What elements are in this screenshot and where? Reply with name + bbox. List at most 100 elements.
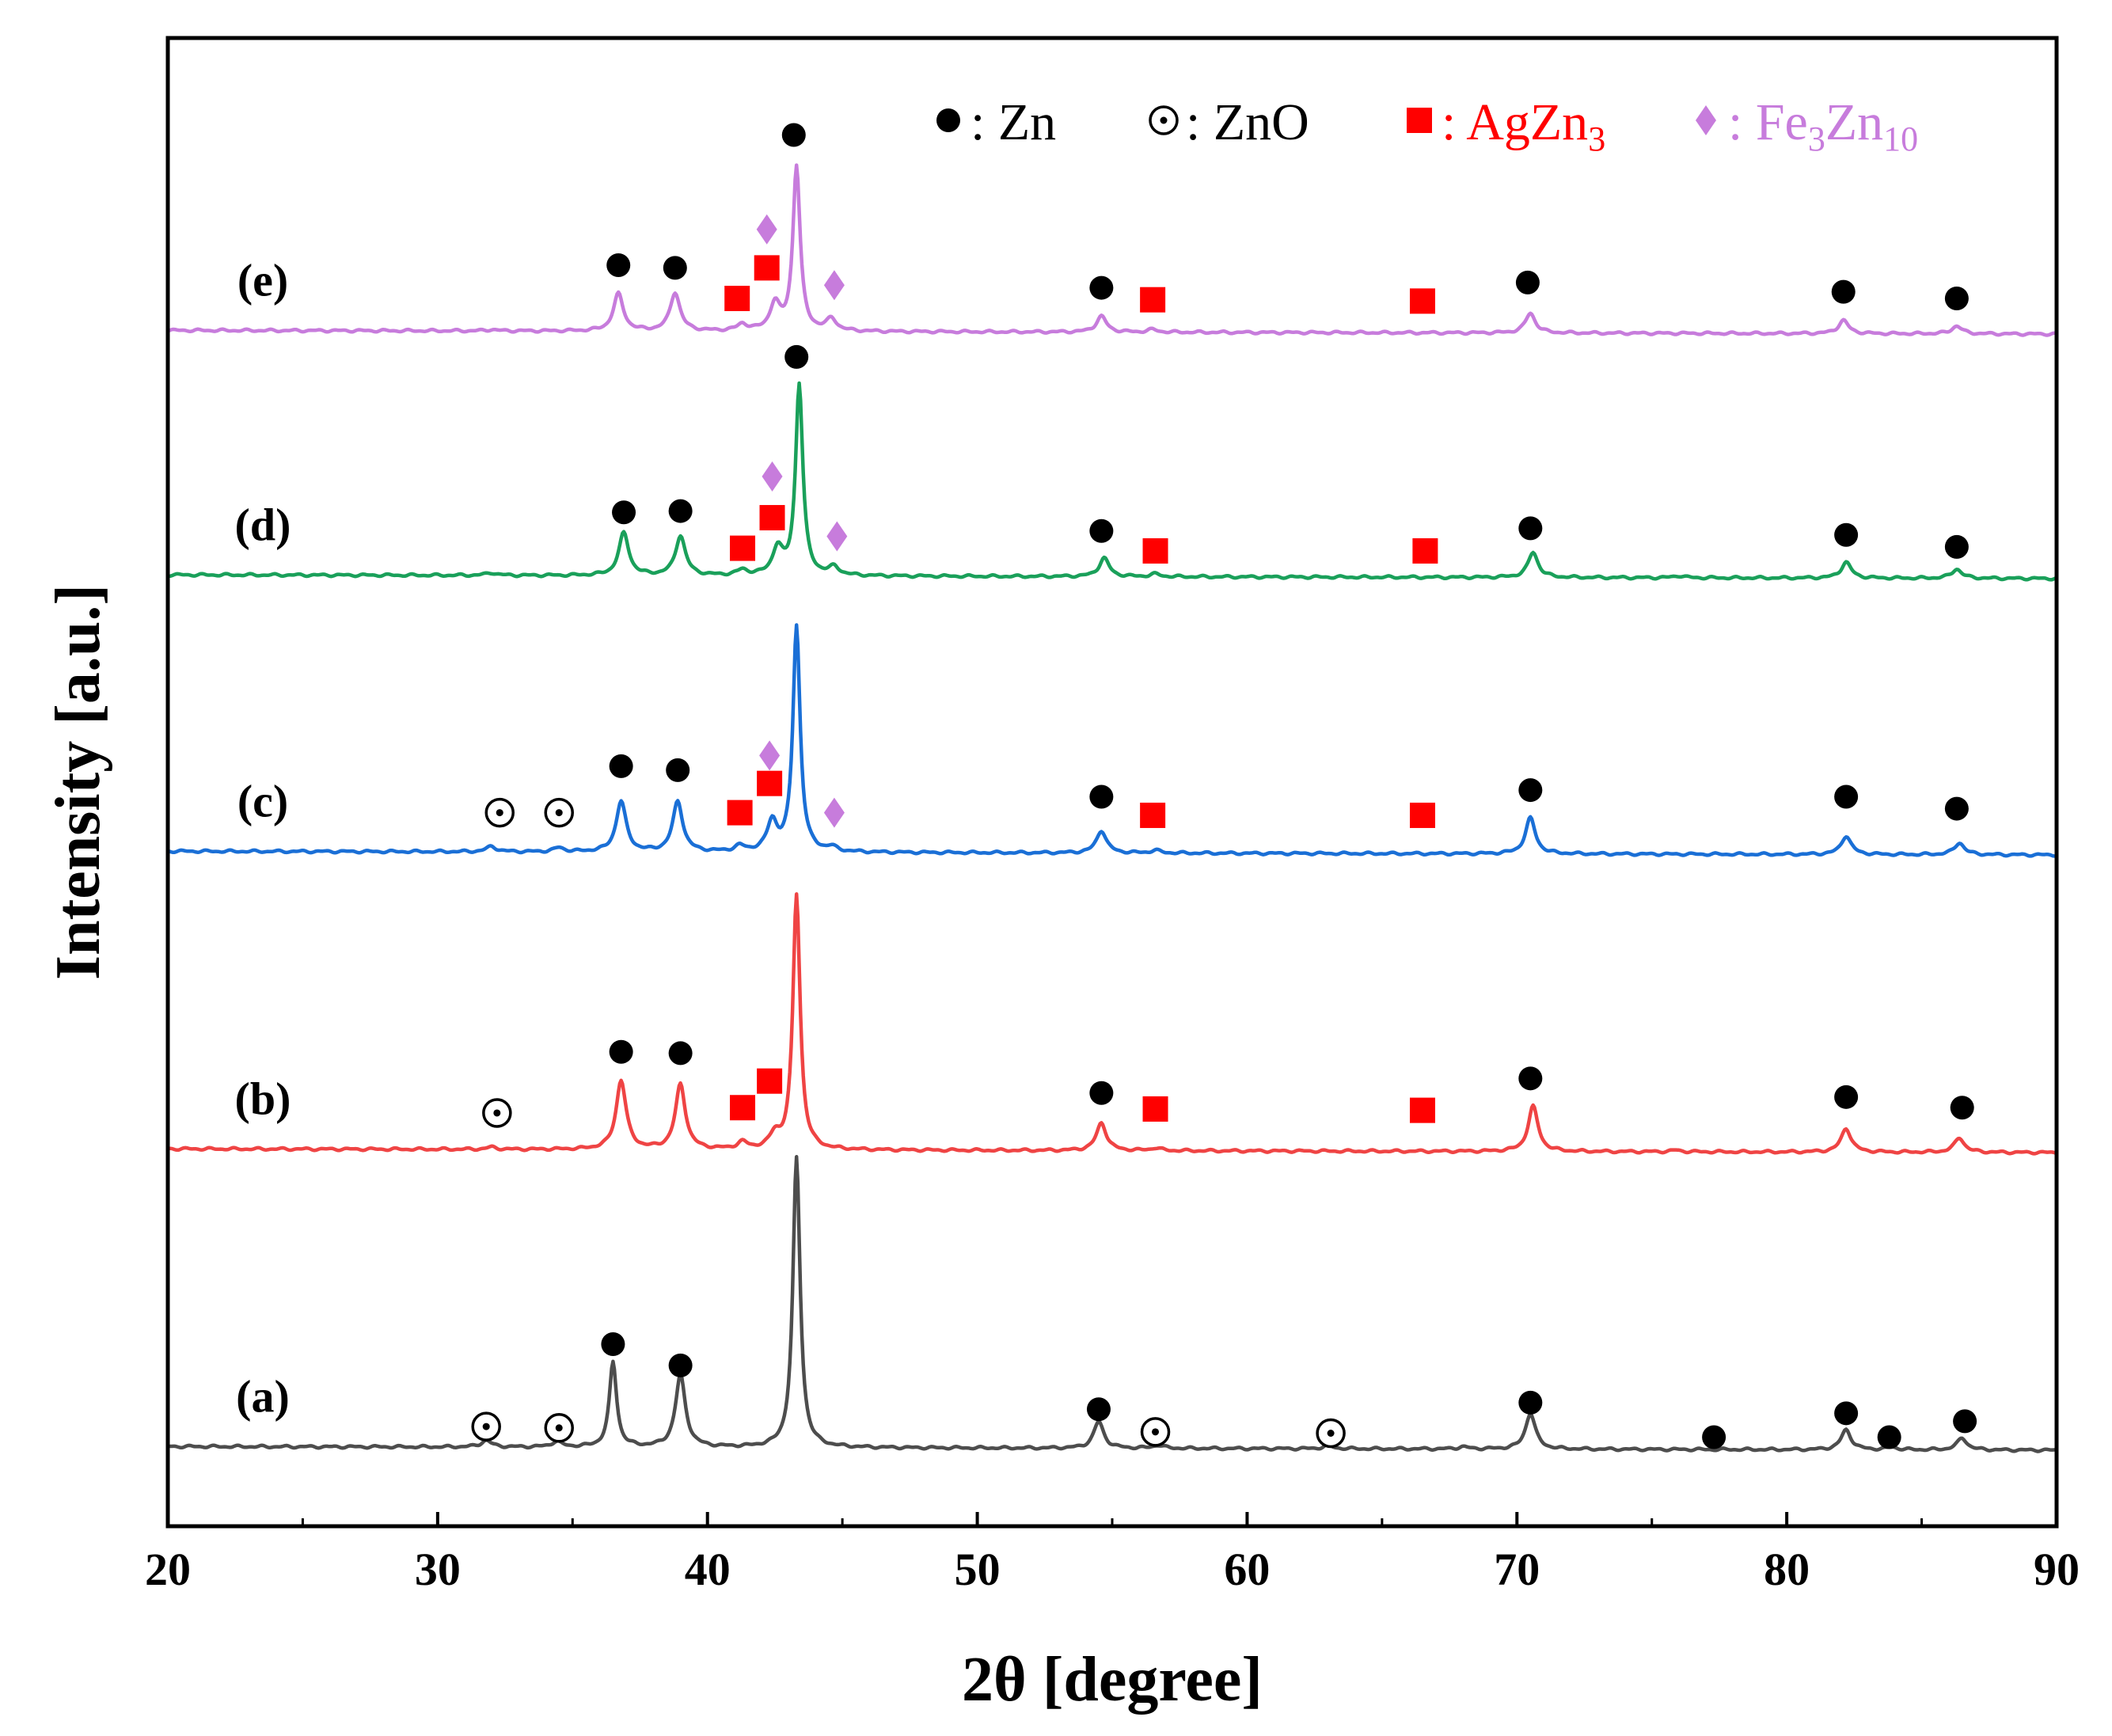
legend: : Zn : ZnO : AgZn3 : Fe3Zn10: [936, 93, 1918, 158]
zn-marker: [1089, 1081, 1114, 1105]
agzn3-marker: [757, 770, 783, 796]
zno-marker-dot: [1152, 1428, 1160, 1436]
zn-marker: [609, 1039, 633, 1064]
zn-marker: [784, 344, 809, 369]
curve-label-d: (d): [235, 500, 291, 551]
series-line-b: [167, 892, 2057, 1156]
x-tick-label: 80: [1764, 1544, 1810, 1595]
agzn3-marker: [1409, 288, 1435, 314]
legend-label-agzn3: : AgZn3: [1442, 93, 1605, 158]
legend-agzn3-marker: [1407, 108, 1432, 133]
legend-item-agzn3: : AgZn3: [1407, 93, 1605, 158]
zno-marker: [471, 1411, 501, 1442]
legend-label-fe3zn10: : Fe3Zn10: [1728, 93, 1918, 158]
agzn3-marker: [730, 535, 756, 561]
fe3zn10-marker: [762, 461, 783, 492]
x-tick-label: 50: [955, 1544, 1001, 1595]
x-tick-label: 90: [2034, 1544, 2080, 1595]
zn-marker: [663, 256, 687, 280]
zno-marker: [1316, 1418, 1346, 1449]
zn-marker: [1944, 534, 1969, 559]
zn-marker: [1834, 522, 1859, 547]
zn-marker: [1089, 784, 1114, 809]
agzn3-marker: [1412, 538, 1438, 564]
legend-label-zn: : Zn: [971, 93, 1056, 151]
zn-marker: [668, 1353, 693, 1377]
fe3zn10-marker: [826, 521, 848, 552]
zn-marker: [606, 253, 631, 278]
zno-marker-dot: [496, 809, 503, 817]
zn-marker: [668, 1041, 693, 1066]
zn-marker: [1702, 1425, 1726, 1449]
curve-label-b: (b): [235, 1073, 291, 1125]
zno-marker: [484, 797, 515, 828]
fe3zn10-marker: [823, 797, 845, 828]
curve-labels: (a) (b) (c) (d) (e): [235, 255, 291, 1423]
zn-marker: [1089, 275, 1114, 300]
x-tick-label: 20: [145, 1544, 191, 1595]
x-axis: 20 30 40 50 60 70 80 90: [145, 1512, 2080, 1595]
fe3zn10-marker: [823, 270, 845, 301]
agzn3-marker: [1142, 538, 1168, 564]
x-tick-label: 60: [1224, 1544, 1270, 1595]
zno-marker-dot: [482, 1423, 490, 1430]
x-tick-label: 30: [415, 1544, 461, 1595]
zn-marker: [609, 754, 633, 778]
agzn3-marker: [757, 1068, 783, 1094]
fe3zn10-marker: [759, 740, 781, 771]
zno-marker-dot: [493, 1109, 501, 1117]
series-line-e: [167, 163, 2057, 337]
curve-label-a: (a): [236, 1371, 290, 1423]
zn-marker: [1944, 796, 1969, 821]
agzn3-marker: [759, 504, 785, 530]
agzn3-marker: [727, 800, 753, 826]
zn-marker: [1950, 1096, 1974, 1120]
x-tick-label: 40: [685, 1544, 731, 1595]
series-line-d: [167, 381, 2057, 582]
series-line-a: [167, 1155, 2057, 1453]
zn-marker: [1086, 1397, 1111, 1422]
zno-marker-dot: [555, 809, 563, 817]
zno-marker-dot: [1327, 1430, 1335, 1437]
legend-item-fe3zn10: : Fe3Zn10: [1696, 93, 1918, 158]
curve-label-e: (e): [237, 255, 288, 306]
legend-fe3zn10-marker: [1696, 105, 1716, 135]
zno-marker: [544, 797, 574, 828]
zn-marker: [1834, 1401, 1859, 1426]
legend-item-zn: : Zn: [936, 93, 1056, 151]
agzn3-marker: [1409, 1097, 1435, 1123]
zn-marker: [601, 1332, 625, 1357]
fe3zn10-marker: [756, 214, 777, 245]
zn-marker: [1518, 778, 1543, 803]
zn-marker: [1877, 1425, 1901, 1449]
legend-zn-marker: [936, 108, 960, 132]
zn-marker: [666, 758, 690, 782]
zn-marker: [1515, 270, 1540, 294]
zn-marker: [1831, 279, 1856, 304]
zn-marker: [1834, 1085, 1859, 1109]
markers-layer: [471, 123, 1977, 1449]
agzn3-marker: [730, 1095, 756, 1121]
agzn3-marker: [1140, 802, 1166, 828]
agzn3-marker: [1142, 1096, 1168, 1122]
agzn3-marker: [754, 255, 780, 281]
legend-zno-marker-dot: [1160, 116, 1168, 124]
series-line-c: [167, 623, 2057, 858]
curve-label-c: (c): [237, 776, 288, 827]
zn-marker: [1834, 784, 1859, 809]
agzn3-marker: [1409, 802, 1435, 828]
zn-marker: [1518, 516, 1543, 541]
x-tick-label: 70: [1494, 1544, 1540, 1595]
zn-marker: [1089, 519, 1114, 543]
zn-marker: [668, 499, 693, 523]
legend-item-zno: : ZnO: [1149, 93, 1309, 151]
zno-marker: [1140, 1417, 1171, 1447]
agzn3-marker: [724, 286, 750, 311]
y-axis-title: Intensity [a.u.]: [44, 584, 113, 980]
zno-marker: [544, 1413, 574, 1443]
zn-marker: [1518, 1390, 1543, 1415]
agzn3-marker: [1140, 287, 1166, 313]
zn-marker: [612, 500, 636, 525]
